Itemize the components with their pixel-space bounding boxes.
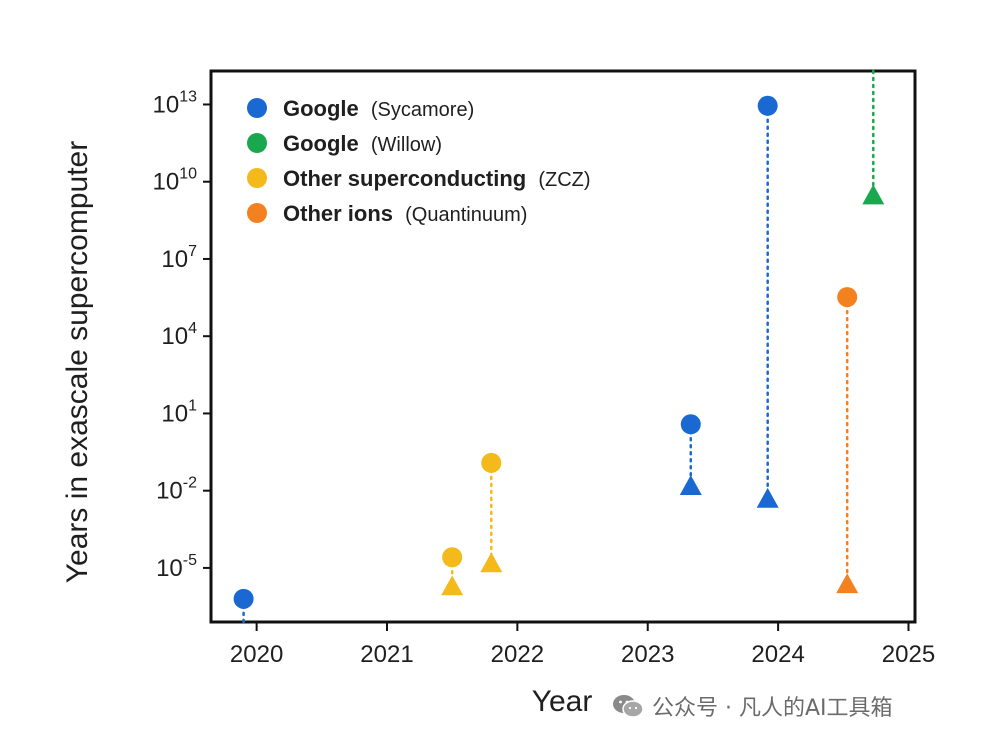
legend-series-name: Other ions bbox=[283, 201, 399, 226]
y-tick-base: 10 bbox=[161, 246, 188, 273]
x-tick-label: 2021 bbox=[360, 641, 413, 668]
legend-swatch bbox=[247, 203, 267, 223]
y-tick-exponent: 1 bbox=[188, 397, 197, 414]
legend-series-name: Other superconducting bbox=[283, 166, 532, 191]
y-tick-label: 104 bbox=[161, 320, 197, 350]
y-tick-exponent: -2 bbox=[183, 475, 197, 492]
legend-entry: Google (Sycamore) bbox=[283, 96, 474, 121]
circle-marker-google-sycamore bbox=[680, 414, 701, 435]
watermark: 公众号 · 凡人的AI工具箱 bbox=[612, 690, 893, 722]
legend-entry: Other superconducting (ZCZ) bbox=[283, 166, 591, 191]
x-tick-label: 2024 bbox=[751, 641, 804, 668]
legend-entry: Google (Willow) bbox=[283, 131, 442, 156]
legend-series-name: Google bbox=[283, 96, 365, 121]
triangle-marker-other-superconducting-zcz bbox=[441, 575, 464, 596]
x-tick-label: 2023 bbox=[621, 641, 674, 668]
circle-marker-other-superconducting-zcz bbox=[442, 547, 463, 568]
legend-series-detail: (ZCZ) bbox=[538, 169, 590, 191]
y-tick-base: 10 bbox=[161, 400, 188, 427]
y-tick-label: 101 bbox=[161, 397, 197, 427]
legend-series-detail: (Sycamore) bbox=[371, 99, 474, 121]
legend-series-detail: (Willow) bbox=[371, 134, 442, 156]
circle-marker-google-sycamore bbox=[233, 588, 254, 609]
watermark-text: 公众号 · 凡人的AI工具箱 bbox=[652, 696, 893, 721]
y-tick-label: 107 bbox=[161, 243, 197, 273]
triangle-marker-google-sycamore bbox=[756, 487, 779, 508]
y-tick-base: 10 bbox=[161, 323, 188, 350]
y-tick-label: 1010 bbox=[153, 166, 198, 196]
triangle-marker-other-superconducting-zcz bbox=[480, 552, 503, 573]
legend-swatch bbox=[247, 168, 267, 188]
legend-swatch bbox=[247, 98, 267, 118]
wechat-icon bbox=[613, 695, 644, 718]
circle-marker-other-superconducting-zcz bbox=[481, 452, 502, 473]
legend-series-detail: (Quantinuum) bbox=[405, 204, 527, 226]
circle-marker-google-sycamore bbox=[757, 95, 778, 116]
y-tick-exponent: 10 bbox=[179, 166, 197, 183]
legend-entry: Other ions (Quantinuum) bbox=[283, 201, 527, 226]
y-axis-title: Years in exascale supercomputer bbox=[61, 141, 94, 583]
y-tick-label: 10-2 bbox=[156, 475, 197, 505]
legend-series-name: Google bbox=[283, 131, 365, 156]
x-tick-label: 2025 bbox=[882, 641, 935, 668]
circle-marker-other-ions-quantinuum bbox=[837, 287, 858, 308]
y-tick-exponent: -5 bbox=[183, 552, 197, 569]
y-tick-base: 10 bbox=[156, 555, 183, 582]
x-axis-title: Year bbox=[532, 685, 593, 718]
legend-swatch bbox=[247, 133, 267, 153]
y-tick-label: 1013 bbox=[153, 88, 198, 118]
y-tick-base: 10 bbox=[156, 478, 183, 505]
triangle-marker-google-willow bbox=[862, 184, 885, 205]
y-tick-label: 10-5 bbox=[156, 552, 197, 582]
x-tick-label: 2020 bbox=[230, 641, 283, 668]
y-tick-exponent: 7 bbox=[188, 243, 197, 260]
x-tick-label: 2022 bbox=[491, 641, 544, 668]
plot-frame bbox=[209, 69, 917, 624]
triangle-marker-google-sycamore bbox=[679, 475, 702, 495]
y-tick-base: 10 bbox=[153, 169, 180, 196]
y-tick-exponent: 4 bbox=[188, 320, 197, 337]
triangle-marker-other-ions-quantinuum bbox=[836, 573, 859, 594]
y-tick-base: 10 bbox=[153, 91, 180, 118]
y-tick-exponent: 13 bbox=[179, 88, 197, 105]
